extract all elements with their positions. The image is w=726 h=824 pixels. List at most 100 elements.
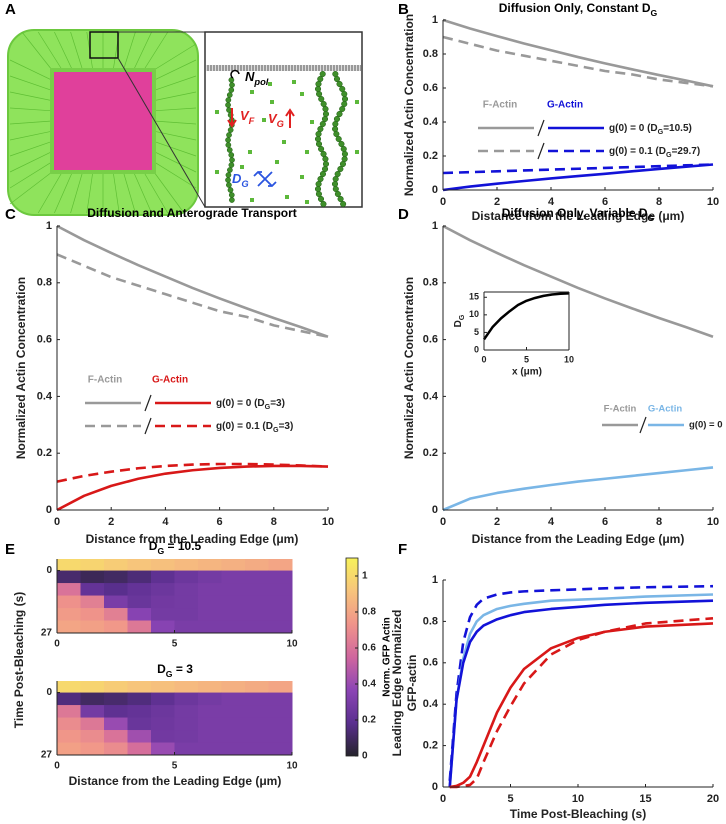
heatmap-cell [221,570,246,584]
actin-monomer [341,150,348,158]
heatmap-cell [174,570,199,584]
heatmap-cell [198,570,222,584]
heatmap-cell [268,608,293,622]
actin-monomer [332,175,339,183]
heatmap-cell [268,583,293,597]
heatmap-cell [57,608,81,622]
x-tick-label: 10 [322,516,334,528]
actin-monomer [314,185,322,193]
legend-label: g(0) = 0 [689,420,723,431]
heatmap-cell [57,583,81,597]
line-series [56,253,329,339]
heatmap-cell [80,692,105,706]
x-tick-label: 10 [564,354,574,364]
text-part: = 10.5 [164,539,201,553]
actin-monomer [226,107,232,113]
y-tick-label: 0.8 [37,277,52,289]
y-tick-label: 0.6 [423,657,438,669]
heatmap-cell [57,559,81,572]
filaments [215,70,359,208]
actin-monomer [332,70,339,78]
heatmap-cell [221,730,246,744]
fiber [153,75,197,91]
y-axis-label: Normalized Actin Concentration [14,277,28,459]
heatmap-cell [104,730,128,744]
x-tick-label: 10 [572,793,584,805]
heatmap-cell [198,583,222,597]
actin-monomer [229,197,235,203]
panel-label: A [5,1,16,18]
x-tick-label: 10 [707,196,719,208]
fiber [9,59,53,81]
x-tick-label: 8 [656,516,662,528]
actin-monomer [226,132,232,138]
heatmap-cell [57,570,81,584]
x-tick-label: 2 [494,516,500,528]
fiber [153,59,197,81]
panel-label: F [398,541,407,558]
x-tick-label: 5 [524,354,529,364]
heatmap-cell [268,681,293,694]
vf-arrowhead [227,119,237,128]
heatmap-cell [104,692,128,706]
g-actin [292,80,296,84]
actin-monomer [226,182,232,188]
legend-separator [144,417,152,435]
fiber [123,31,136,71]
heatmap-cell [127,595,152,609]
heatmap-cell [245,583,269,597]
heatmap-cell [127,681,152,694]
subscript: G [457,314,466,320]
colorbar-tick-label: 0.4 [362,679,376,690]
actin-monomer [314,135,322,143]
heatmap-cell [221,620,246,634]
g-actin [355,150,359,154]
colorbar-tick-label: 0.8 [362,607,376,618]
y-tick-label: 1 [46,220,52,232]
heatmap-cell [198,705,222,719]
g-actin [248,150,252,154]
g-actin [355,100,359,104]
actin-monomer [322,110,330,118]
legend-separator [537,119,545,137]
fiber [123,171,136,214]
x-tick-label: 4 [162,516,169,528]
heatmap-cell [221,705,246,719]
fiber [9,107,53,112]
heatmap-cell [80,608,105,622]
heatmap-cell [245,608,269,622]
legend-separator [144,394,152,412]
cell-illustration [7,29,363,216]
heatmap-cell [151,583,175,597]
subscript: G [241,179,248,189]
heatmap-cell [221,742,246,756]
text-part: g(0) = 0.1 (D [216,421,273,432]
heatmap-cell [268,620,293,634]
legend-separator [639,416,647,434]
actin-monomer [341,95,349,103]
fiber [9,91,53,101]
text-part: =3) [270,398,285,409]
fiber [153,151,197,173]
dg-label: DG [232,171,249,189]
y-tick-label: 15 [469,292,479,302]
heatmap-cell [198,692,222,706]
colorbar-tick-label: 0 [362,751,368,762]
actin-monomer [335,135,342,143]
y-tick-label: 5 [474,327,479,337]
line-series [56,224,329,338]
fiber [9,161,53,189]
actin-monomer [319,120,326,128]
colorbar-label: Norm. GFP Actin [382,617,393,696]
colorbar-tick-label: 1 [362,571,368,582]
heatmap-cell [151,595,175,609]
text-part: Diffusion Only, Constant D [499,1,651,15]
heatmap-cell [198,559,222,572]
fiber [70,171,83,214]
heatmap-cell [174,608,199,622]
legend-header: F-Actin [604,404,637,415]
actin-monomer [322,105,329,113]
x-tick-label: 0 [54,639,60,650]
heatmap-cell [104,620,128,634]
y-tick-label: 0.8 [423,615,438,627]
